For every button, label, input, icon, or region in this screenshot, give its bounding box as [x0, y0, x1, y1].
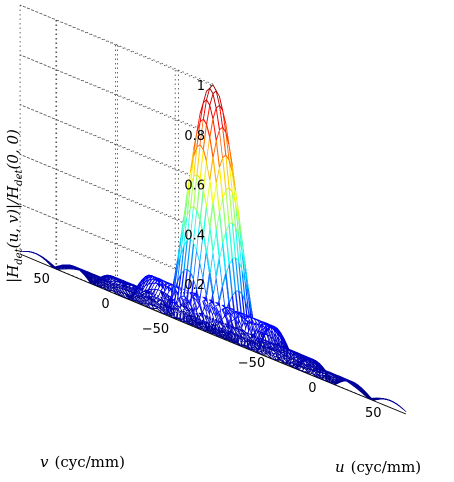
v-tick-label: 0 — [101, 297, 109, 312]
u-axis-label: u(cyc/mm) — [335, 458, 421, 476]
surface-mesh — [20, 85, 406, 412]
v-tick-label: 50 — [33, 272, 50, 287]
z-tick-label: 0.2 — [184, 278, 205, 293]
u-tick-label: 50 — [365, 406, 382, 421]
mesh-cell — [400, 406, 406, 412]
u-tick-label: 0 — [308, 381, 316, 396]
z-tick-label: 0.4 — [184, 228, 205, 243]
z-axis-label: |Hdet(u, v)|/Hdet(0, 0) — [4, 129, 25, 283]
u-tick-label: −50 — [238, 356, 265, 371]
z-tick-label: 0.8 — [184, 129, 205, 144]
z-tick-label: 1 — [197, 79, 205, 94]
z-tick-label: 0.6 — [184, 179, 205, 194]
v-tick-label: −50 — [142, 322, 169, 337]
v-axis-label: v(cyc/mm) — [40, 453, 125, 471]
